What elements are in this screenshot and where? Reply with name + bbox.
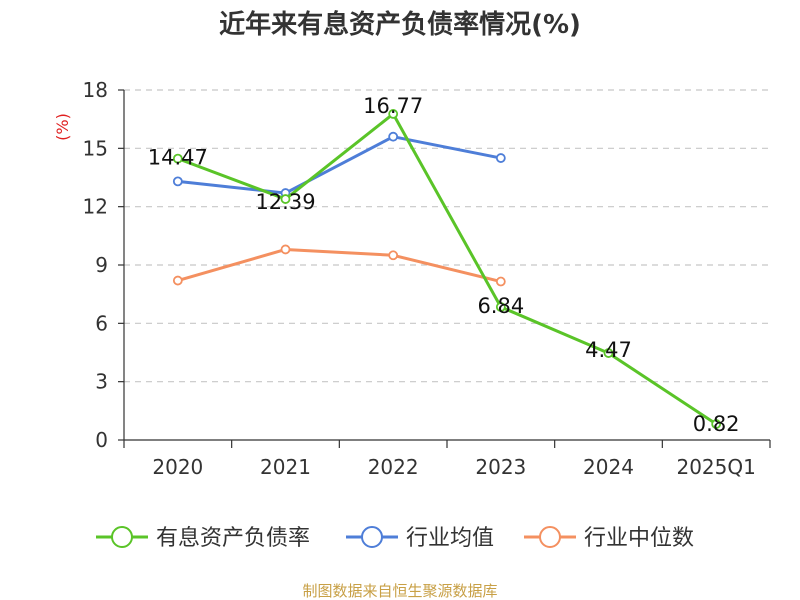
data-point[interactable]: [711, 419, 722, 429]
chart-title: 近年来有息资产负债率情况(%): [219, 9, 581, 40]
x-tick-label: 2025Q1: [676, 455, 755, 479]
x-tick-label: 2020: [152, 455, 203, 479]
legend-item-2[interactable]: 行业中位数: [524, 526, 694, 551]
data-point[interactable]: [172, 153, 183, 164]
data-point[interactable]: [495, 302, 506, 312]
data-label: 0.82: [693, 412, 740, 436]
x-tick-label: 2022: [368, 455, 419, 479]
data-label: 4.47: [585, 338, 632, 362]
legend-label: 有息资产负债率: [156, 526, 310, 551]
data-point[interactable]: [388, 109, 399, 119]
data-label: 14.47: [148, 146, 208, 170]
series-line: [177, 135, 502, 195]
x-tick-label: 2024: [583, 455, 634, 479]
y-tick-label: 18: [83, 78, 108, 102]
y-axis-label: (%): [53, 113, 72, 141]
data-label-layer: 14.47 12.39 16.77 6.84 4.47 0.82: [148, 94, 740, 436]
data-point[interactable]: [495, 276, 506, 287]
y-tick-label: 6: [95, 311, 108, 335]
legend-marker: [111, 526, 133, 548]
series-1: [172, 131, 506, 198]
legend-item-0[interactable]: 有息资产负债率: [96, 526, 310, 551]
series-layer: [172, 109, 722, 429]
data-point[interactable]: [172, 176, 183, 187]
data-label: 12.39: [255, 190, 315, 214]
grid-layer: [124, 89, 770, 383]
source-note: 制图数据来自恒生聚源数据库: [302, 582, 497, 600]
series-line: [177, 112, 717, 426]
legend-label: 行业均值: [406, 526, 494, 551]
y-tick-label: 15: [83, 136, 108, 160]
data-point[interactable]: [603, 348, 614, 358]
legend-marker: [539, 526, 561, 548]
data-point[interactable]: [388, 250, 399, 261]
y-tick-label: 12: [83, 195, 108, 219]
legend-item-1[interactable]: 行业均值: [346, 526, 494, 551]
data-point[interactable]: [280, 244, 291, 255]
y-tick-label: 0: [95, 428, 108, 452]
data-point[interactable]: [388, 131, 399, 142]
data-point[interactable]: [280, 194, 291, 204]
x-tick-label: 2023: [475, 455, 526, 479]
series-0: [172, 109, 722, 429]
legend[interactable]: 有息资产负债率 行业均值 行业中位数: [96, 526, 694, 551]
legend-marker: [361, 526, 383, 548]
series-line: [177, 247, 502, 283]
data-point[interactable]: [172, 275, 183, 286]
legend-label: 行业中位数: [584, 526, 694, 551]
data-label: 6.84: [477, 294, 524, 318]
axis-layer: 0 3 6 9 12 15 18 2020 2021 2022 2023 2024 2025Q1: [83, 78, 771, 479]
x-tick-label: 2021: [260, 455, 311, 479]
data-point[interactable]: [495, 153, 506, 163]
series-2: [172, 244, 506, 287]
y-tick-label: 9: [95, 253, 108, 277]
data-label: 16.77: [363, 94, 423, 118]
y-tick-label: 3: [95, 370, 108, 394]
